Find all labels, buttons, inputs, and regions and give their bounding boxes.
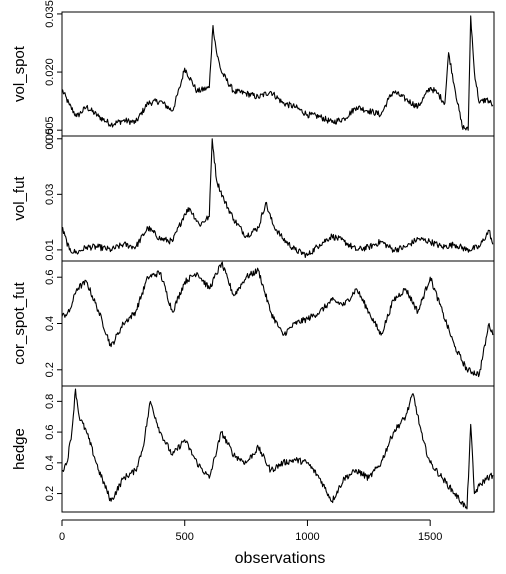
y-axis-label: cor_spot_fut	[11, 281, 28, 364]
y-axis-label: hedge	[11, 428, 28, 470]
y-tick-label: 0.020	[44, 58, 56, 86]
y-tick-label: 0.2	[44, 362, 56, 377]
y-tick-label: 0.4	[44, 316, 56, 331]
x-axis-label: observations	[235, 550, 326, 567]
panel-hedge: 0.2 0.4 0.6 0.8 hedge	[11, 385, 495, 513]
chart-panels: 0.005 0.020 0.035 vol_spot 0.01 0.03 0.05 vol_f…	[11, 0, 495, 513]
x-axis: 0 500 1000 1500	[59, 519, 442, 543]
x-tick-label: 1500	[418, 531, 442, 543]
y-tick-label: 0.6	[44, 270, 56, 285]
y-tick-label: 0.6	[44, 424, 56, 439]
y-axis-label: vol_spot	[11, 45, 28, 102]
y-tick-label: 0.2	[44, 486, 56, 501]
y-tick-label: 0.05	[44, 128, 56, 149]
y-tick-label: 0.8	[44, 394, 56, 409]
y-axis-label: vol_fut	[11, 176, 28, 221]
x-tick-label: 0	[59, 531, 65, 543]
y-tick-label: 0.4	[44, 455, 56, 470]
y-tick-label: 0.01	[44, 239, 56, 260]
panel-frame	[61, 385, 495, 513]
panel-cor_spot_fut: 0.2 0.4 0.6 cor_spot_fut	[11, 260, 495, 387]
x-tick-label: 1000	[295, 531, 319, 543]
series-line-vol_fut-0	[61, 138, 494, 259]
y-tick-label: 0.03	[44, 184, 56, 205]
series-line-vol_spot-0	[61, 15, 494, 131]
x-tick-label: 500	[176, 531, 194, 543]
series-line-cor_spot_fut-0	[61, 261, 494, 378]
y-tick-label: 0.005	[44, 116, 56, 144]
y-tick-label: 0.035	[44, 0, 56, 28]
series-line-hedge-0	[62, 388, 494, 510]
